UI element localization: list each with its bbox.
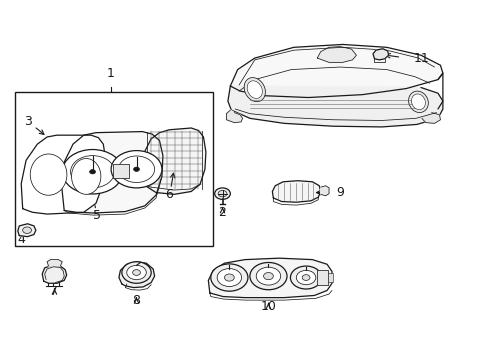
Circle shape (127, 265, 147, 280)
Text: 6: 6 (165, 188, 173, 201)
Circle shape (296, 270, 316, 285)
Text: 1: 1 (107, 67, 115, 80)
Ellipse shape (247, 81, 262, 99)
Circle shape (134, 167, 140, 171)
Ellipse shape (30, 154, 67, 195)
Circle shape (291, 266, 322, 289)
Polygon shape (144, 128, 206, 194)
Polygon shape (321, 186, 329, 196)
Polygon shape (18, 224, 36, 237)
Circle shape (23, 227, 31, 233)
Polygon shape (272, 181, 321, 202)
Text: 4: 4 (17, 233, 25, 246)
Polygon shape (230, 44, 443, 98)
Text: 3: 3 (24, 116, 31, 129)
Polygon shape (119, 262, 155, 288)
Circle shape (302, 275, 310, 280)
Ellipse shape (244, 78, 266, 102)
Text: 11: 11 (414, 52, 429, 65)
Circle shape (264, 273, 273, 280)
Circle shape (71, 156, 115, 188)
Circle shape (215, 188, 230, 199)
Text: 2: 2 (219, 206, 226, 219)
Bar (328, 273, 333, 282)
Ellipse shape (412, 94, 425, 110)
Circle shape (218, 190, 227, 197)
Ellipse shape (409, 91, 428, 113)
Bar (113, 164, 129, 178)
Text: 9: 9 (336, 186, 344, 199)
Polygon shape (226, 110, 243, 123)
Circle shape (211, 264, 248, 291)
Polygon shape (422, 113, 441, 123)
Polygon shape (373, 49, 389, 60)
Circle shape (256, 267, 281, 285)
Polygon shape (21, 135, 106, 214)
Circle shape (111, 150, 162, 188)
Polygon shape (47, 260, 62, 266)
Bar (318, 270, 328, 285)
Polygon shape (62, 132, 163, 213)
Circle shape (122, 262, 151, 283)
Circle shape (62, 149, 123, 194)
Polygon shape (228, 86, 443, 127)
Circle shape (224, 274, 234, 281)
Ellipse shape (72, 158, 101, 194)
Text: 5: 5 (94, 210, 101, 222)
Polygon shape (42, 265, 67, 283)
Text: 7: 7 (50, 285, 58, 298)
Circle shape (250, 262, 287, 290)
Text: 10: 10 (261, 300, 276, 313)
Circle shape (217, 269, 242, 287)
Polygon shape (318, 46, 356, 62)
Bar (15, 92, 213, 246)
Circle shape (90, 170, 96, 174)
Circle shape (133, 270, 141, 275)
Text: 8: 8 (132, 294, 141, 307)
Polygon shape (208, 258, 332, 298)
Circle shape (119, 156, 155, 183)
